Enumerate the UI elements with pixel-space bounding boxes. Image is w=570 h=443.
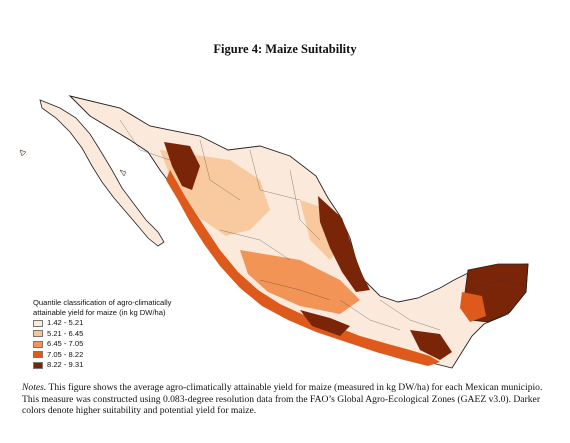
zone-yucatan-orange	[460, 292, 486, 322]
legend-swatch	[33, 340, 43, 348]
island-gulf-california	[119, 169, 127, 177]
notes-label: Notes.	[22, 382, 47, 393]
legend-label: 5.21 - 6.45	[47, 328, 84, 338]
legend-label: 1.42 - 5.21	[47, 318, 84, 328]
legend-item: 6.45 - 7.05	[33, 339, 243, 350]
municipio-borders	[119, 119, 521, 331]
legend-label: 7.05 - 8.22	[47, 349, 84, 359]
zone-central-orange	[240, 250, 360, 314]
legend-swatch	[33, 361, 43, 369]
legend-title-line1: Quantile classification of agro-climatic…	[33, 298, 172, 307]
legend-item: 1.42 - 5.21	[33, 318, 243, 329]
legend-swatch	[33, 351, 43, 359]
zone-sierra-dark	[164, 142, 200, 190]
island-pacific	[19, 149, 27, 157]
legend-swatch	[33, 319, 43, 327]
region-baja-california	[39, 99, 165, 247]
figure-notes: Notes. This figure shows the average agr…	[22, 382, 552, 417]
figure-title: Figure 4: Maize Suitability	[213, 42, 357, 56]
legend-swatch	[33, 330, 43, 338]
legend-item: 8.22 - 9.31	[33, 360, 243, 371]
zone-south-dark	[300, 310, 350, 336]
legend-label: 6.45 - 7.05	[47, 339, 84, 349]
notes-text: This figure shows the average agro-clima…	[22, 382, 543, 417]
zone-southeast-dark	[410, 330, 452, 360]
legend-label: 8.22 - 9.31	[47, 360, 84, 370]
legend-items: 1.42 - 5.21 5.21 - 6.45 6.45 - 7.05 7.05 - …	[33, 318, 243, 371]
legend-item: 7.05 - 8.22	[33, 350, 243, 361]
zone-gulf-dark	[318, 196, 370, 292]
legend-item: 5.21 - 6.45	[33, 329, 243, 340]
map-legend: Quantile classification of agro-climatic…	[33, 298, 243, 371]
legend-title-line2: attainable yield for maize (in kg DW/ha)	[33, 308, 166, 317]
